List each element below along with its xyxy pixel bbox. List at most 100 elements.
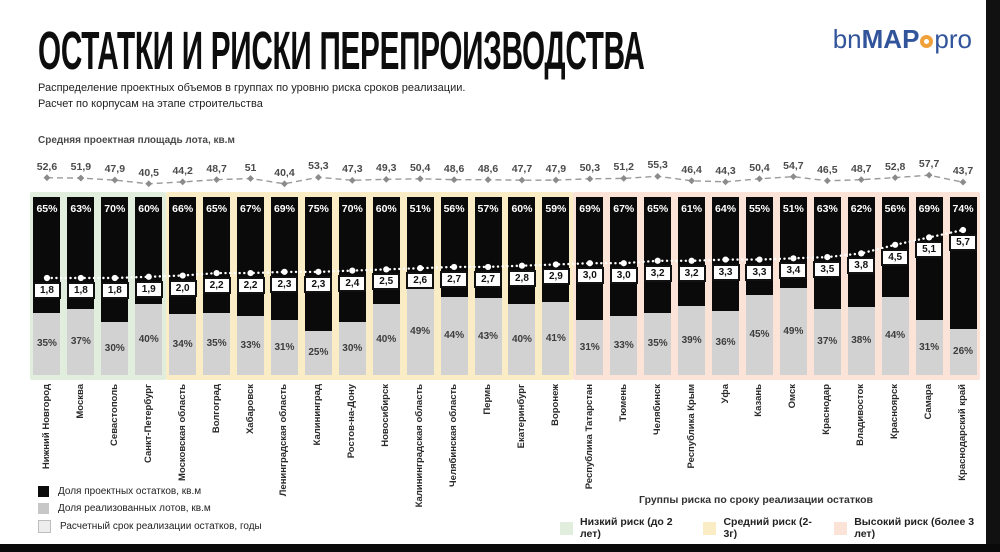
sold-pct-label: 25% xyxy=(308,347,329,358)
sold-pct-label: 36% xyxy=(715,337,736,348)
area-value-label: 49,3 xyxy=(376,162,397,175)
remaining-pct-label: 66% xyxy=(172,203,194,215)
year-box: 3,3 xyxy=(711,263,740,281)
year-box: 5,7 xyxy=(949,234,978,252)
risk-legend-swatch xyxy=(834,521,848,535)
bar-sold-segment xyxy=(644,313,672,375)
area-line-marker xyxy=(145,180,153,188)
remaining-pct-label: 69% xyxy=(273,203,295,215)
legend-label: Расчетный срок реализации остатков, годы xyxy=(60,521,262,532)
risk-legend-item-2: Высокий риск (более 3 лет) xyxy=(834,516,980,540)
remaining-pct-label: 56% xyxy=(884,203,906,215)
year-box: 2,7 xyxy=(440,270,469,288)
area-line-marker xyxy=(925,171,933,179)
year-box: 3,2 xyxy=(677,264,706,282)
report-title: ОСТАТКИ И РИСКИ ПЕРЕПРОИЗВОДСТВА xyxy=(38,21,645,81)
city-label: Пермь xyxy=(482,384,494,415)
remaining-pct-label: 70% xyxy=(341,203,363,215)
sold-pct-label: 31% xyxy=(919,341,940,353)
window-edge-right xyxy=(986,0,1000,552)
subtitle-line-1: Распределение проектных объемов в группа… xyxy=(38,82,466,94)
area-value-label: 47,3 xyxy=(342,163,363,176)
area-value-label: 47,9 xyxy=(545,163,567,176)
bar-sold-segment xyxy=(270,320,298,375)
bar-remaining-segment xyxy=(915,197,943,320)
area-value-label: 40,5 xyxy=(138,166,159,179)
year-box: 2,7 xyxy=(474,270,503,288)
risk-legend-swatch xyxy=(703,521,717,535)
remaining-pct-label: 60% xyxy=(511,203,533,215)
area-value-label: 51 xyxy=(244,161,257,174)
city-label: Тюмень xyxy=(617,384,629,422)
sold-pct-label: 49% xyxy=(783,325,804,337)
bar-remaining-segment xyxy=(101,197,129,322)
legend-item-1: Доля реализованных лотов, кв.м xyxy=(38,503,262,514)
bar-sold-segment xyxy=(33,313,61,375)
year-box: 1,8 xyxy=(32,282,61,299)
area-line-marker xyxy=(891,174,899,181)
logo-bn: bn xyxy=(832,24,862,54)
bar-sold-segment xyxy=(304,331,332,375)
remaining-pct-label: 57% xyxy=(477,203,499,215)
report-subtitle: Распределение проектных объемов в группа… xyxy=(38,80,465,112)
sold-pct-label: 43% xyxy=(478,330,499,342)
risk-legend-label: Высокий риск (более 3 лет) xyxy=(854,516,975,540)
area-line-marker xyxy=(722,178,729,186)
remaining-pct-label: 75% xyxy=(307,203,329,215)
remaining-pct-label: 63% xyxy=(816,203,838,215)
bar-remaining-segment xyxy=(338,197,366,322)
bar-sold-segment xyxy=(101,322,129,375)
remaining-pct-label: 69% xyxy=(579,203,601,215)
year-box: 3,2 xyxy=(643,264,672,282)
sold-pct-label: 44% xyxy=(444,330,465,341)
city-label: Калининградская область xyxy=(414,384,426,508)
year-box: 2,0 xyxy=(168,279,197,297)
sold-pct-label: 40% xyxy=(376,333,397,345)
legend-label: Доля реализованных лотов, кв.м xyxy=(58,503,211,514)
year-box: 2,3 xyxy=(270,275,299,293)
city-label: Омск xyxy=(787,384,799,409)
remaining-pct-label: 63% xyxy=(70,203,92,215)
city-label: Краснодар xyxy=(821,384,833,435)
year-box: 2,3 xyxy=(304,275,333,293)
area-value-label: 51,9 xyxy=(70,161,92,174)
city-label: Казань xyxy=(753,384,765,417)
area-value-label: 44,2 xyxy=(172,164,193,177)
area-value-label: 44,3 xyxy=(715,164,736,177)
city-label: Калининград xyxy=(312,384,324,446)
series-legend: Доля проектных остатков, кв.м Доля реализ… xyxy=(38,486,262,539)
legend-swatch xyxy=(38,486,49,497)
remaining-pct-label: 56% xyxy=(443,203,465,215)
bar-remaining-segment xyxy=(949,197,977,329)
remaining-pct-label: 60% xyxy=(138,203,160,215)
remaining-pct-label: 65% xyxy=(36,203,58,215)
remaining-pct-label: 67% xyxy=(240,203,262,215)
remaining-pct-label: 61% xyxy=(681,203,703,215)
sold-pct-label: 39% xyxy=(681,334,702,346)
area-line-marker xyxy=(382,175,390,183)
bar-sold-segment xyxy=(508,304,536,375)
area-line-marker xyxy=(111,176,119,184)
bar-sold-segment xyxy=(440,297,468,375)
risk-legend-label: Средний риск (2-3г) xyxy=(723,516,812,540)
remaining-pct-label: 64% xyxy=(715,203,737,215)
city-label: Краснодарский край xyxy=(957,384,969,481)
remaining-pct-label: 51% xyxy=(409,203,431,215)
area-line-marker xyxy=(213,176,221,184)
legend-item-0: Доля проектных остатков, кв.м xyxy=(38,486,262,497)
year-box: 1,8 xyxy=(66,282,95,299)
legend-swatch xyxy=(38,520,51,533)
remaining-pct-label: 60% xyxy=(375,203,397,215)
area-line-marker xyxy=(43,174,51,182)
sold-pct-label: 31% xyxy=(579,341,600,353)
bar-sold-segment xyxy=(678,306,706,375)
bar-sold-segment xyxy=(372,304,400,375)
year-box: 3,8 xyxy=(847,257,876,275)
area-line-marker xyxy=(756,175,763,183)
sold-pct-label: 35% xyxy=(36,338,57,349)
year-box: 3,5 xyxy=(813,261,842,279)
logo-pro: pro xyxy=(934,24,972,54)
bar-sold-segment xyxy=(779,288,807,375)
remaining-pct-label: 69% xyxy=(918,203,940,215)
